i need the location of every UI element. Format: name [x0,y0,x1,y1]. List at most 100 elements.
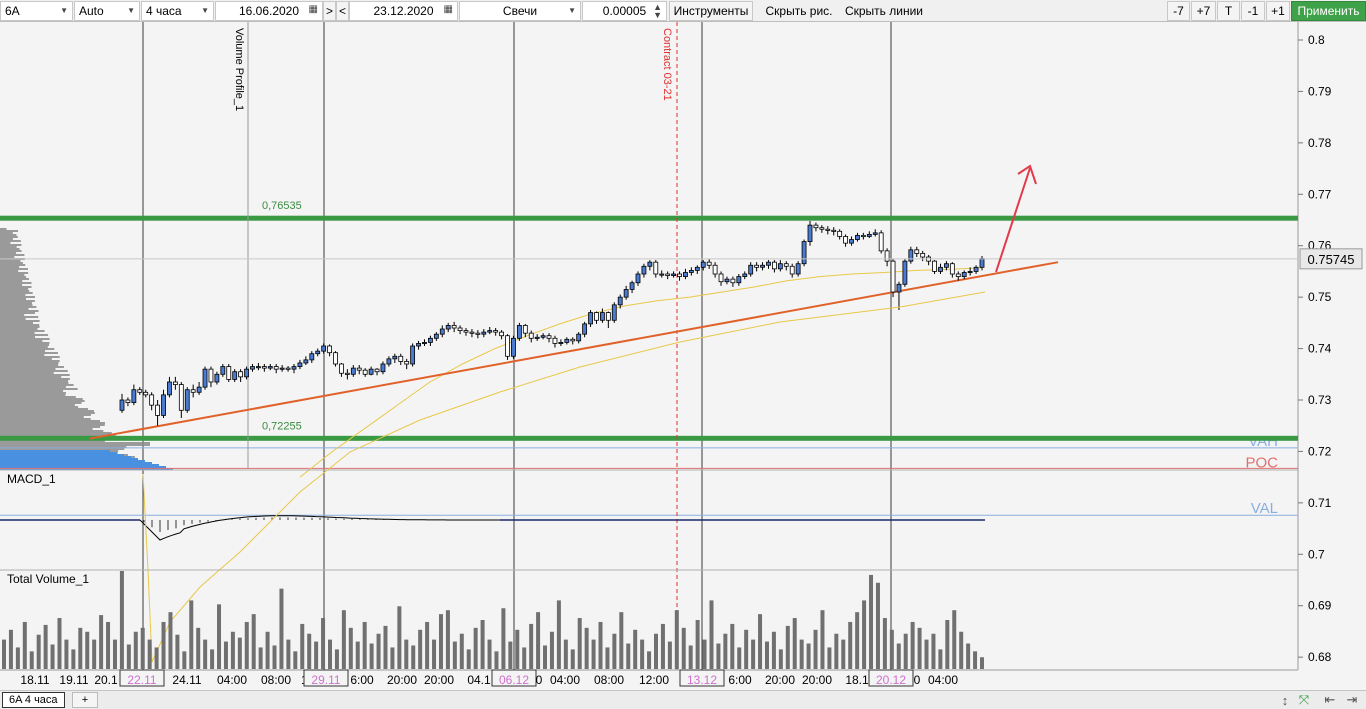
volume-bar [966,643,971,669]
chevron-down-icon: ▼ [60,6,68,15]
candle [303,359,309,364]
candle [671,273,676,276]
volume-bar [584,627,589,669]
candle [635,273,641,284]
profile-bar [0,396,76,398]
t-button[interactable]: T [1217,1,1240,21]
volume-bar [744,629,749,669]
candle [202,368,208,388]
candle [588,312,593,325]
volume-bar [106,621,111,669]
profile-bar [0,384,74,386]
candle [131,389,137,403]
candle [244,368,249,378]
time-label: 08:00 [594,673,624,687]
candle [855,235,860,240]
profile-bar [0,304,33,306]
candle [979,258,985,268]
volume-bar [612,633,617,669]
tab-6a-4h[interactable]: 6A 4 часа [2,692,65,708]
scale-select[interactable]: Auto ▼ [74,1,140,21]
profile-bar [0,428,93,430]
candle [712,264,718,275]
instruments-button[interactable]: Инструменты [669,1,753,21]
profile-bar [0,342,50,344]
price-chart[interactable]: 0.80.790.780.770.760.750.740.730.720.710… [0,22,1366,690]
volume-bar [85,631,90,669]
profile-bar [0,298,27,300]
forecast-arrow[interactable] [995,164,1037,273]
chart-type-select[interactable]: Свечи ▼ [459,1,581,21]
volume-bar [272,645,277,669]
candle [908,249,914,262]
volume-bar [112,639,117,669]
level-low-label: 0,72255 [262,420,302,432]
volume-bar [126,644,131,669]
date-highlight-box [679,669,725,687]
volume-bar [244,621,249,669]
apply-button[interactable]: Применить [1291,1,1366,21]
time-label: 24.11 [172,673,201,687]
candle [837,230,843,237]
hide-drawings-button[interactable]: Скрыть рис. [765,4,833,18]
date-from-field[interactable]: 16.06.2020 ▦ [215,1,323,21]
volume-bar [973,651,978,669]
candle [344,372,350,375]
time-label: 20:00 [387,673,417,687]
vertical-resize-icon[interactable]: ↕ [1281,692,1289,708]
candle [505,335,510,357]
add-tab-button[interactable]: + [72,692,98,708]
candle [172,381,178,385]
profile-bar [0,322,33,324]
profile-bar [0,440,105,442]
time-label: 18.11 [20,673,49,687]
fullscreen-icon[interactable]: ⤧ [1298,692,1310,707]
candle [297,362,303,367]
candle [730,278,736,284]
candle [315,350,321,355]
minus-7-button[interactable]: -7 [1167,1,1190,21]
scroll-start-icon[interactable]: ⇤ [1324,692,1336,707]
volume-bar [466,649,471,669]
timeframe-select[interactable]: 4 часа ▼ [141,1,214,21]
bottom-bar: 6A 4 часа + ↕ ⤧ ⇤ ⇥ [0,690,1366,709]
volume-bar [341,610,346,669]
level-line-low[interactable] [0,435,1298,441]
volume-bar [667,641,672,669]
timeframe-value: 4 часа [146,4,182,18]
date-to-value: 23.12.2020 [373,4,434,18]
volume-bar [321,618,326,669]
profile-bar [0,308,29,310]
symbol-select[interactable]: 6A ▼ [0,1,73,21]
volume-bar [154,647,159,669]
volume-bar [480,620,485,669]
volume-bar [411,645,416,669]
date-to-field[interactable]: 23.12.2020 ▦ [349,1,458,21]
calendar-icon: ▦ [443,4,453,15]
scroll-end-icon[interactable]: ⇥ [1346,692,1358,707]
chart-type-value: Свечи [502,4,538,18]
volume-bar [494,651,499,669]
hide-lines-button[interactable]: Скрыть линии [844,4,924,18]
tick-size-field[interactable]: 0.00005 ▲ ▼ [582,1,667,21]
time-label: 13.12 [687,673,717,687]
volume-bar [875,582,880,669]
minus-1-button[interactable]: -1 [1241,1,1265,21]
profile-bar [0,362,59,364]
volume-bar [862,600,867,669]
level-line-high[interactable] [0,215,1298,221]
volume-bar [640,639,645,669]
profile-bar [0,346,48,348]
candle [321,345,327,352]
volume-bar [751,639,756,669]
volume-bar [251,614,256,669]
volume-bar [522,647,527,669]
profile-bar [0,444,150,446]
plus-1-button[interactable]: +1 [1266,1,1290,21]
nav-prev-button[interactable]: < [336,1,349,21]
profile-bar [0,422,105,424]
candle [546,335,552,339]
nav-next-button[interactable]: > [323,1,336,21]
volume-bar [279,588,284,669]
plus-7-button[interactable]: +7 [1191,1,1216,21]
